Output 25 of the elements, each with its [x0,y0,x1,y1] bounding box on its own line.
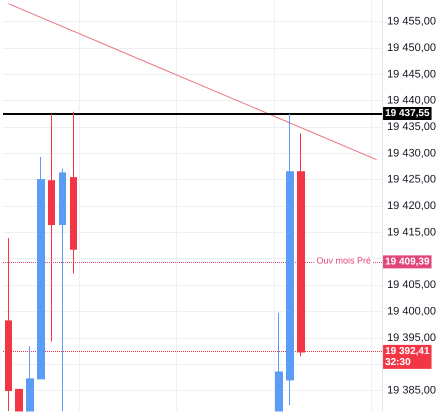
candlestick [286,113,294,406]
y-tick-label: 19 435,00 [387,120,436,133]
candlestick [26,346,34,412]
ref-line-label: 19 437,55 [385,108,430,120]
y-tick-label: 19 420,00 [387,200,436,212]
ref-line-label: 19 409,39 [385,256,430,268]
y-tick-label: 19 455,00 [387,16,436,28]
ref-line-label: 19 392,41 32:30 [385,346,430,368]
y-tick-label: 19 415,00 [387,226,436,238]
candlestick [275,312,283,412]
y-tick-label: 19 425,00 [387,174,436,186]
y-tick-label: 19 440,00 [387,94,436,107]
candlestick [15,388,23,412]
y-tick-label: 19 445,00 [387,68,436,80]
y-tick-label: 19 430,00 [387,147,436,160]
y-tick-label: 19 405,00 [387,279,436,292]
candlestick [70,111,77,274]
candlestick [48,113,55,342]
y-tick-label: 19 395,00 [387,332,436,344]
candlestick [59,168,66,412]
y-tick-label: 19 385,00 [387,384,436,396]
y-tick-label: 19 400,00 [387,305,436,318]
candlestick [37,156,45,380]
annotation: Ouv mois Pré [316,255,371,266]
y-tick-label: 19 450,00 [387,42,436,54]
